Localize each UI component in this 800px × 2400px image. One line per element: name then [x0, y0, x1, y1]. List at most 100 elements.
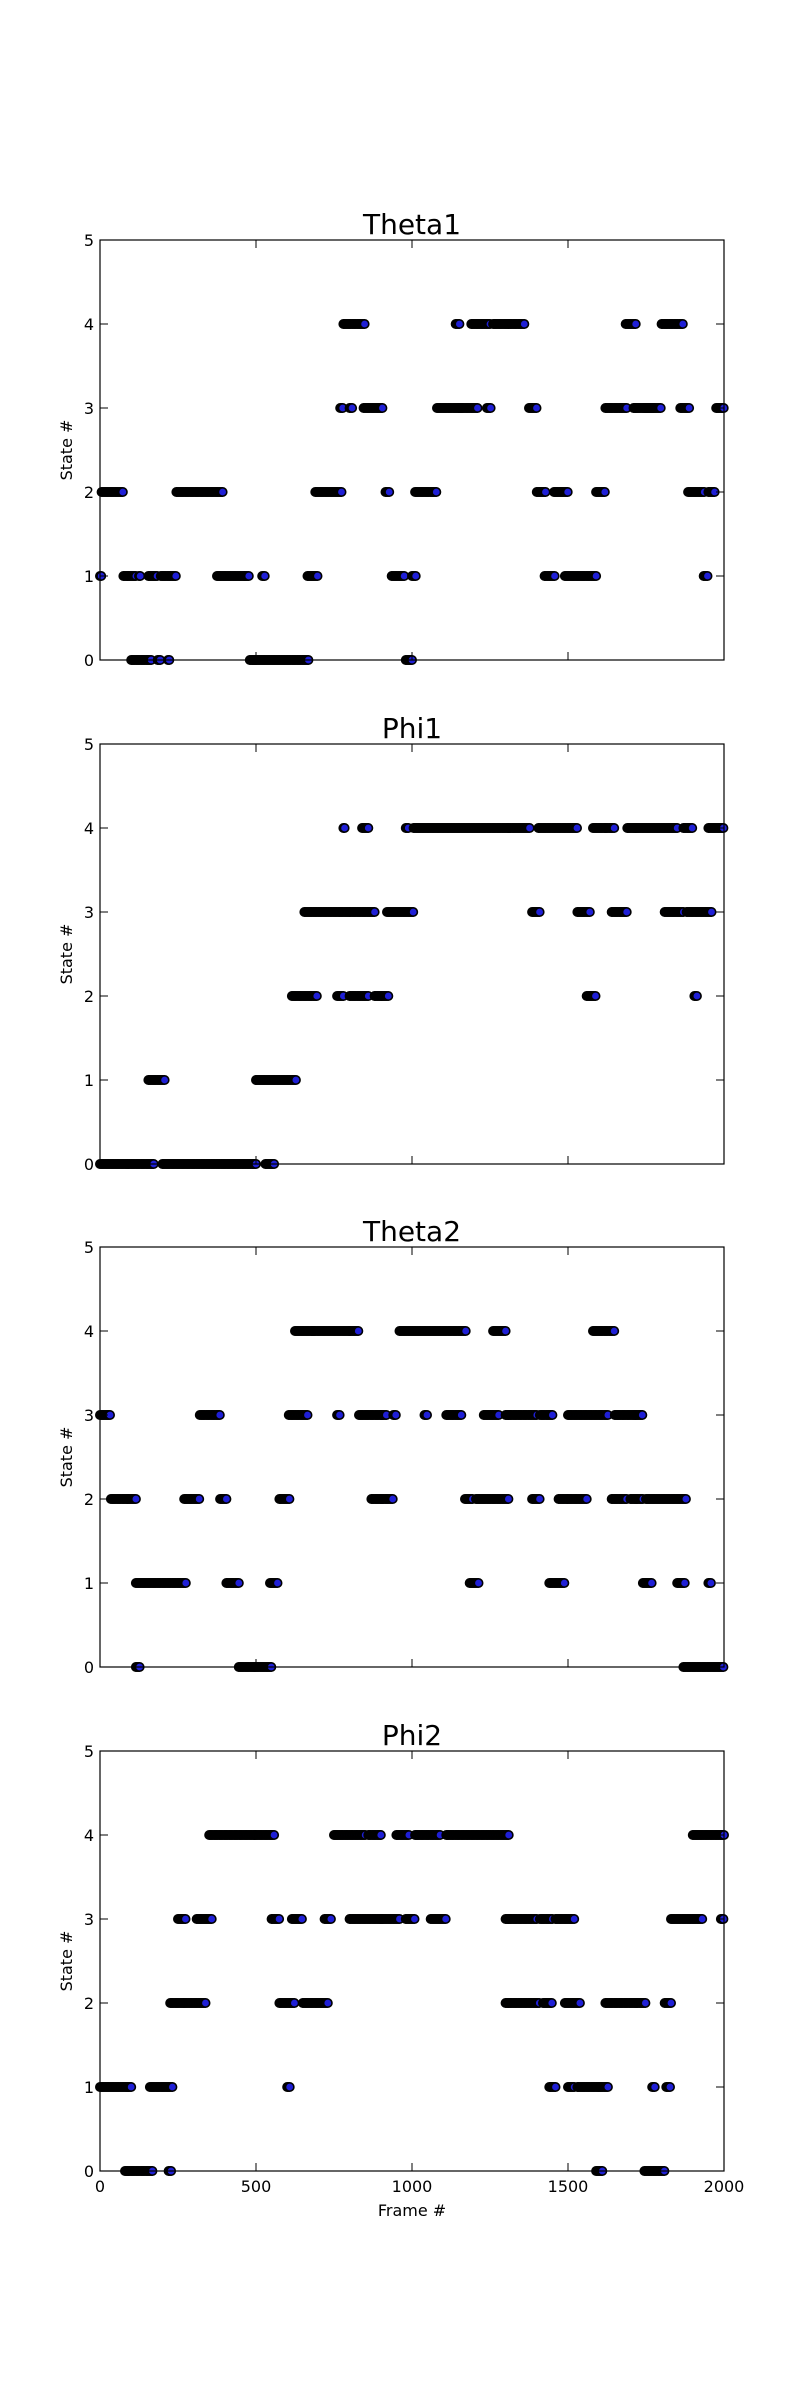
data-point: [269, 1830, 280, 1841]
data-point: [649, 2082, 660, 2093]
x-tick-label: 2000: [704, 2177, 745, 2196]
chart-title: Phi1: [382, 712, 442, 745]
plot-frame: [99, 1750, 725, 2172]
data-point: [312, 570, 323, 581]
data-point: [363, 822, 374, 833]
y-tick-label: 5: [84, 1238, 94, 1257]
data-point: [440, 1914, 451, 1925]
data-point: [126, 2082, 137, 2093]
data-point: [170, 570, 181, 581]
data-point: [549, 570, 560, 581]
chart-panel-phi1: Phi1 0 1 2 3 4 5 State #: [57, 712, 729, 1174]
data-point: [637, 1410, 648, 1421]
y-tick-label: 4: [84, 1826, 94, 1845]
data-point: [369, 906, 380, 917]
y-tick-label: 2: [84, 483, 94, 502]
data-point: [485, 402, 496, 413]
data-point: [691, 990, 702, 1001]
data-point: [602, 2082, 613, 2093]
data-point: [206, 1914, 217, 1925]
y-tick-label: 1: [84, 1071, 94, 1090]
data-point: [574, 1998, 585, 2009]
data-point: [687, 822, 698, 833]
data-point: [591, 570, 602, 581]
data-point: [336, 486, 347, 497]
y-tick-label: 2: [84, 1490, 94, 1509]
y-tick-label: 2: [84, 1994, 94, 2013]
data-point: [581, 1494, 592, 1505]
x-tick-label: 1500: [548, 2177, 589, 2196]
data-point: [347, 402, 358, 413]
data-point: [456, 1410, 467, 1421]
data-point: [243, 570, 254, 581]
data-point: [534, 906, 545, 917]
data-point: [547, 1410, 558, 1421]
data-point: [274, 1914, 285, 1925]
y-tick-label: 3: [84, 1910, 94, 1929]
data-points: [95, 1326, 729, 1673]
data-point: [194, 1494, 205, 1505]
data-point: [609, 822, 620, 833]
data-point: [706, 906, 717, 917]
data-point: [531, 402, 542, 413]
data-point: [655, 402, 666, 413]
y-tick-label: 3: [84, 399, 94, 418]
data-point: [322, 1998, 333, 2009]
y-axis-label: State #: [57, 420, 76, 481]
data-points: [95, 318, 729, 665]
data-point: [302, 1410, 313, 1421]
data-point: [454, 318, 465, 329]
data-point: [117, 486, 128, 497]
y-tick-label: 0: [84, 1155, 94, 1174]
plot-frame: [99, 239, 725, 661]
data-point: [472, 402, 483, 413]
y-tick-label: 1: [84, 567, 94, 586]
data-point: [680, 1494, 691, 1505]
data-point: [562, 486, 573, 497]
y-tick-label: 2: [84, 987, 94, 1006]
data-point: [408, 906, 419, 917]
data-point: [180, 1578, 191, 1589]
chart-panel-theta1: Theta1 0 1 2 3 4 5 State #: [57, 208, 729, 670]
data-point: [272, 1578, 283, 1589]
data-point: [284, 2082, 295, 2093]
data-point: [640, 1998, 651, 2009]
x-tick-label: 1000: [392, 2177, 433, 2196]
data-point: [421, 1410, 432, 1421]
data-point: [519, 318, 530, 329]
data-point: [259, 570, 270, 581]
y-tick-label: 4: [84, 1322, 94, 1341]
data-point: [584, 906, 595, 917]
data-point: [233, 1578, 244, 1589]
y-tick-label: 5: [84, 735, 94, 754]
data-point: [665, 1998, 676, 2009]
data-point: [390, 1410, 401, 1421]
data-point: [409, 1914, 420, 1925]
data-point: [221, 1494, 232, 1505]
data-point: [697, 1914, 708, 1925]
data-point: [384, 486, 395, 497]
data-point: [524, 822, 535, 833]
data-point: [599, 486, 610, 497]
data-point: [339, 822, 350, 833]
data-point: [353, 1326, 364, 1337]
data-point: [159, 1075, 170, 1086]
data-point: [290, 1075, 301, 1086]
data-point: [167, 2082, 178, 2093]
data-point: [684, 402, 695, 413]
data-point: [334, 1410, 345, 1421]
data-point: [705, 1578, 716, 1589]
data-point: [503, 1494, 514, 1505]
data-point: [664, 2082, 675, 2093]
chart-title: Theta2: [362, 1215, 461, 1248]
data-point: [359, 318, 370, 329]
y-tick-label: 3: [84, 1406, 94, 1425]
plot-frame: [99, 743, 725, 1165]
data-point: [296, 1914, 307, 1925]
y-tick-label: 0: [84, 2162, 94, 2181]
y-axis-label: State #: [57, 924, 76, 985]
data-point: [702, 570, 713, 581]
data-point: [217, 486, 228, 497]
